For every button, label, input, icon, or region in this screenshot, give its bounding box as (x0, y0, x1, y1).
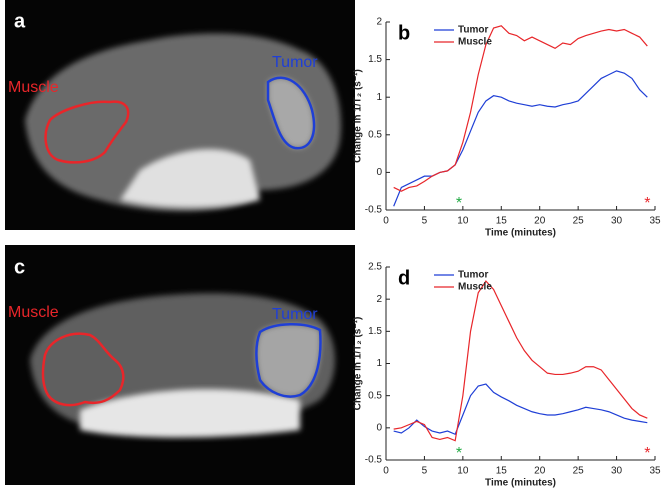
x-axis-label: Time (minutes) (485, 228, 556, 239)
data-line (393, 383, 648, 436)
y-tick-label: 2 (376, 17, 382, 28)
panel-label: d (398, 267, 410, 289)
panel-label: a (14, 10, 26, 32)
data-line (393, 70, 648, 207)
x-tick-label: 0 (383, 216, 389, 227)
region-label: Muscle (8, 304, 59, 321)
y-tick-label: -0.5 (365, 205, 383, 216)
mri-image: c Muscle Tumor (5, 245, 355, 485)
y-tick-label: -0.5 (365, 455, 383, 466)
x-tick-label: 35 (649, 216, 661, 227)
data-line (393, 280, 648, 442)
legend-label: Muscle (458, 282, 492, 293)
x-axis-label: Time (minutes) (485, 478, 556, 489)
region-label: Tumor (272, 306, 318, 323)
x-tick-label: 35 (649, 466, 661, 477)
x-tick-label: 10 (457, 466, 469, 477)
legend-label: Muscle (458, 37, 492, 48)
x-tick-label: 25 (573, 216, 585, 227)
legend-label: Tumor (458, 25, 488, 36)
y-tick-label: 0 (376, 422, 382, 433)
annotation: * (456, 445, 462, 462)
y-tick-label: 0 (376, 167, 382, 178)
y-tick-label: 2.5 (368, 262, 382, 273)
x-tick-label: 20 (534, 216, 546, 227)
annotation: * (644, 195, 650, 212)
y-tick-label: 1.5 (368, 326, 382, 337)
x-tick-label: 5 (422, 216, 428, 227)
x-tick-label: 10 (457, 216, 469, 227)
mri-image: a Muscle Tumor (5, 0, 355, 230)
x-tick-label: 0 (383, 466, 389, 477)
x-tick-label: 20 (534, 466, 546, 477)
panel-label: b (398, 22, 410, 44)
y-tick-label: 1 (376, 358, 382, 369)
x-tick-label: 5 (422, 466, 428, 477)
y-tick-label: 1.5 (368, 54, 382, 65)
x-tick-label: 30 (611, 216, 623, 227)
panel-label: c (14, 256, 25, 278)
y-tick-label: 1 (376, 92, 382, 103)
y-axis-label: Change in 1/T₂ (s⁻¹) (353, 317, 364, 411)
region-label: Tumor (272, 54, 318, 71)
y-tick-label: 2 (376, 294, 382, 305)
x-tick-label: 25 (573, 466, 585, 477)
y-tick-label: 0.5 (368, 390, 382, 401)
data-line (393, 25, 648, 192)
x-tick-label: 15 (496, 466, 508, 477)
region-label: Muscle (8, 79, 59, 96)
annotation: * (644, 445, 650, 462)
x-tick-label: 30 (611, 466, 623, 477)
y-tick-label: 0.5 (368, 129, 382, 140)
x-tick-label: 15 (496, 216, 508, 227)
legend-label: Tumor (458, 270, 488, 281)
y-axis-label: Change in 1/T₂ (s⁻¹) (353, 69, 364, 163)
annotation: * (456, 195, 462, 212)
